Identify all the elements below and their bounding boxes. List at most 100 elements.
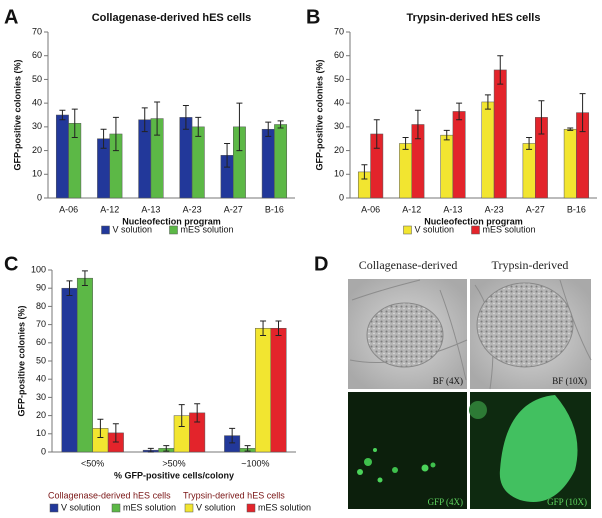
bar xyxy=(76,277,93,453)
image-label: BF (4X) xyxy=(433,376,463,386)
error-bar xyxy=(195,116,202,137)
legend-swatch xyxy=(184,503,194,513)
error-bar xyxy=(112,423,119,443)
bar xyxy=(255,327,272,453)
legend-group-title: Collagenase-derived hES cells xyxy=(48,490,171,500)
bar xyxy=(274,124,288,199)
bar xyxy=(261,128,275,199)
legend-swatch xyxy=(246,503,256,513)
error-bar xyxy=(178,404,185,428)
x-tick-label: A-23 xyxy=(485,204,504,214)
error-bar xyxy=(97,418,104,438)
x-tick-label: <50% xyxy=(81,458,104,468)
panel-label: C xyxy=(4,253,18,275)
y-tick-label: 40 xyxy=(36,374,46,384)
legend-label: mES solution xyxy=(181,224,234,234)
error-bar xyxy=(526,137,533,150)
image-label: GFP (10X) xyxy=(547,497,587,507)
error-bar xyxy=(71,108,78,139)
error-bar xyxy=(154,101,161,136)
bar xyxy=(191,126,205,199)
error-bar xyxy=(229,427,236,444)
bf-image-left xyxy=(348,279,468,389)
y-tick-label: 90 xyxy=(36,283,46,293)
error-bar xyxy=(147,447,154,453)
legend-label: mES solution xyxy=(483,224,536,234)
error-bar xyxy=(236,102,243,152)
error-bar xyxy=(100,128,107,149)
legend-group-title: Trypsin-derived hES cells xyxy=(183,490,285,500)
y-tick-label: 10 xyxy=(334,169,344,179)
error-bar xyxy=(484,94,491,110)
error-bar xyxy=(275,320,282,337)
error-bar xyxy=(414,109,421,140)
legend-swatch xyxy=(403,225,412,235)
x-tick-label: A-13 xyxy=(141,204,160,214)
x-tick-label: ~100% xyxy=(241,458,269,468)
y-tick-label: 10 xyxy=(32,169,42,179)
error-bar xyxy=(260,320,267,337)
x-tick-label: >50% xyxy=(162,458,185,468)
panel-label: A xyxy=(4,6,18,28)
x-tick-label: A-13 xyxy=(443,204,462,214)
error-bar xyxy=(443,129,450,141)
x-tick-label: A-12 xyxy=(402,204,421,214)
bar xyxy=(563,128,577,199)
error-bar xyxy=(373,119,380,149)
y-tick-label: 30 xyxy=(36,392,46,402)
bar xyxy=(481,101,495,199)
chart-title: Collagenase-derived hES cells xyxy=(92,12,252,24)
y-tick-label: 0 xyxy=(41,446,46,456)
bar xyxy=(55,114,69,199)
y-tick-label: 70 xyxy=(334,26,344,36)
y-tick-label: 60 xyxy=(334,50,344,60)
error-bar xyxy=(244,445,251,452)
y-axis-label: GFP-positive colonies (%) xyxy=(12,59,22,170)
error-bar xyxy=(182,105,189,130)
y-tick-label: 70 xyxy=(32,26,42,36)
error-bar xyxy=(579,93,586,133)
y-tick-label: 70 xyxy=(36,319,46,329)
bar xyxy=(452,111,466,199)
error-bar xyxy=(265,121,272,137)
y-tick-label: 30 xyxy=(334,121,344,131)
y-tick-label: 50 xyxy=(32,74,42,84)
y-tick-label: 30 xyxy=(32,121,42,131)
y-tick-label: 60 xyxy=(32,50,42,60)
y-tick-label: 60 xyxy=(36,337,46,347)
x-tick-label: A-27 xyxy=(224,204,243,214)
error-bar xyxy=(66,280,73,296)
y-tick-label: 10 xyxy=(36,428,46,438)
x-tick-label: B-16 xyxy=(567,204,586,214)
column-heading: Collagenase-derived xyxy=(359,258,458,272)
bar xyxy=(493,69,507,199)
error-bar xyxy=(112,116,119,152)
legend-label: mES solution xyxy=(258,502,311,512)
x-tick-label: A-27 xyxy=(526,204,545,214)
y-tick-label: 100 xyxy=(31,264,46,274)
bar xyxy=(522,143,536,199)
y-tick-label: 80 xyxy=(36,301,46,311)
error-bar xyxy=(402,137,409,150)
column-heading: Trypsin-derived xyxy=(492,258,569,272)
error-bar xyxy=(538,100,545,135)
gfp-image-right xyxy=(469,392,591,509)
panel-label: B xyxy=(306,6,320,28)
y-tick-label: 20 xyxy=(32,145,42,155)
x-axis-label: % GFP-positive cells/colony xyxy=(114,470,234,480)
x-tick-label: A-23 xyxy=(183,204,202,214)
error-bar xyxy=(456,102,463,121)
y-tick-label: 20 xyxy=(334,145,344,155)
y-tick-label: 50 xyxy=(36,355,46,365)
y-tick-label: 20 xyxy=(36,410,46,420)
bar xyxy=(270,327,287,453)
x-axis-label: Nucleofection program xyxy=(122,216,221,226)
x-tick-label: A-12 xyxy=(100,204,119,214)
legend-swatch xyxy=(111,503,121,513)
y-tick-label: 0 xyxy=(37,192,42,202)
legend-label: V solution xyxy=(196,502,236,512)
legend-label: V solution xyxy=(415,224,455,234)
error-bar xyxy=(567,127,574,131)
legend-label: mES solution xyxy=(123,502,176,512)
